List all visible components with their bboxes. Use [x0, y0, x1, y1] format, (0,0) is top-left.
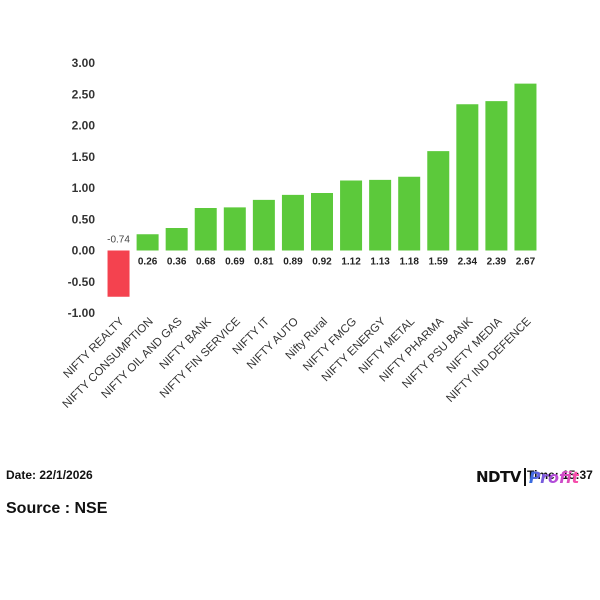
source-label: Source : NSE [6, 500, 108, 517]
bar [456, 104, 479, 251]
y-axis: 3.00 2.50 2.00 1.50 1.00 0.50 0.00 -0.50 -1.00 [68, 56, 96, 320]
bar [194, 208, 217, 251]
data-label: 2.34 [458, 257, 478, 268]
logo-divider [523, 468, 526, 486]
data-label: 0.89 [283, 257, 303, 268]
data-label: 0.68 [196, 257, 216, 268]
bar [485, 101, 508, 251]
y-tick-label: 0.50 [72, 212, 96, 226]
bar [252, 199, 275, 251]
bar [340, 180, 363, 251]
bar [165, 228, 188, 251]
data-label: 2.39 [487, 257, 507, 268]
bar [281, 194, 304, 251]
bar [223, 207, 246, 251]
data-label: -0.74 [107, 235, 130, 246]
y-tick-label: 0.00 [72, 244, 96, 258]
date-label: Date: 22/1/2026 [6, 468, 93, 482]
data-label: 1.59 [429, 257, 449, 268]
y-tick-label: -1.00 [68, 306, 96, 320]
data-label: 0.92 [312, 257, 332, 268]
y-tick-label: 2.00 [72, 119, 96, 133]
y-tick-label: 3.00 [72, 56, 96, 70]
y-tick-label: 1.50 [72, 150, 96, 164]
y-tick-label: 1.00 [72, 181, 96, 195]
y-tick-label: 2.50 [72, 87, 96, 101]
data-label: 1.12 [341, 257, 361, 268]
data-label: 1.13 [370, 257, 390, 268]
logo-ndtv-text: NDTV [476, 468, 521, 486]
logo-profit-text: Profit [528, 467, 580, 487]
bar [369, 179, 392, 251]
data-label: 1.18 [399, 257, 419, 268]
data-label: 2.67 [516, 257, 536, 268]
bar [107, 250, 130, 297]
bar [427, 151, 450, 251]
data-labels-group: -0.74 0.26 0.36 0.68 0.69 0.81 0.89 0.92 1.12 1.1… [107, 235, 535, 268]
ndtv-profit-logo: NDTV Profit [476, 466, 579, 488]
data-label: 0.36 [167, 257, 187, 268]
bar [398, 176, 421, 251]
bar [514, 83, 537, 251]
y-tick-label: -0.50 [68, 275, 96, 289]
bar-chart: 3.00 2.50 2.00 1.50 1.00 0.50 0.00 -0.50 -1.00 -… [61, 56, 537, 411]
bars-group [107, 83, 537, 297]
bar [311, 193, 333, 251]
data-label: 0.26 [138, 257, 158, 268]
data-label: 0.81 [254, 257, 274, 268]
time-label: Time: 15:37 [527, 468, 593, 482]
bar [136, 234, 159, 251]
data-label: 0.69 [225, 257, 245, 268]
